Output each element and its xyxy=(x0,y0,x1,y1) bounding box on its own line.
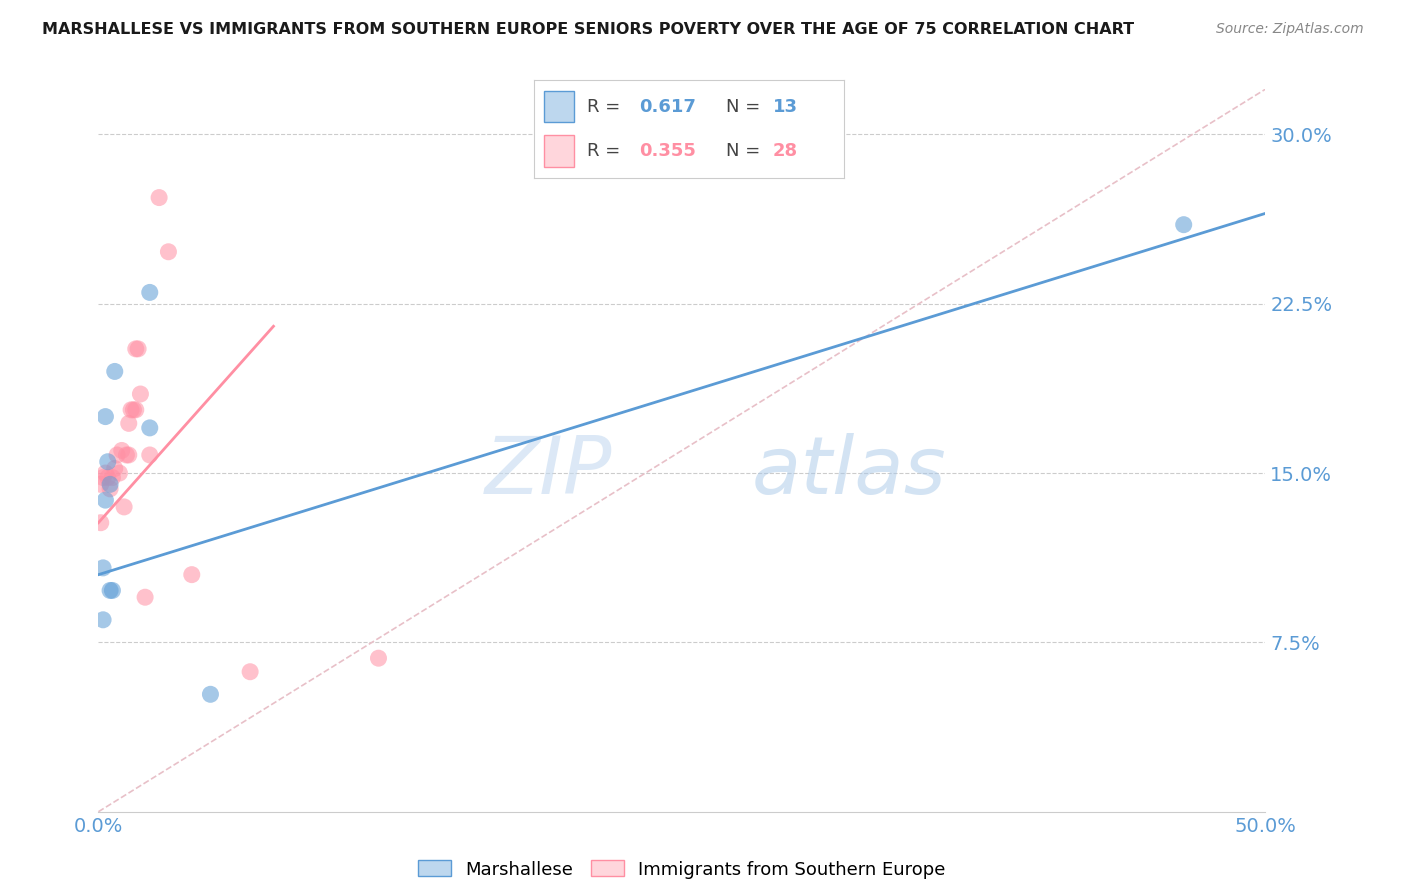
Point xyxy=(139,421,162,435)
Point xyxy=(115,448,138,462)
Point xyxy=(139,448,162,462)
Point xyxy=(104,364,127,378)
Text: ZIP: ZIP xyxy=(485,434,612,511)
Point xyxy=(101,583,124,598)
Text: R =: R = xyxy=(586,142,620,160)
Point xyxy=(118,448,141,462)
Point xyxy=(139,285,162,300)
Point xyxy=(180,567,202,582)
Point xyxy=(90,516,112,530)
FancyBboxPatch shape xyxy=(544,136,575,167)
Point xyxy=(97,455,120,469)
Point xyxy=(1173,218,1195,232)
Point xyxy=(148,190,170,204)
Point xyxy=(129,387,152,401)
Point xyxy=(91,470,114,484)
Text: R =: R = xyxy=(586,98,620,116)
Point xyxy=(90,477,112,491)
Text: 0.355: 0.355 xyxy=(640,142,696,160)
Point xyxy=(104,461,127,475)
Text: 28: 28 xyxy=(772,142,797,160)
Text: N =: N = xyxy=(725,98,761,116)
Point xyxy=(122,402,145,417)
Point xyxy=(120,402,142,417)
Point xyxy=(98,583,121,598)
Point xyxy=(101,470,124,484)
Point xyxy=(91,561,114,575)
Point xyxy=(134,591,156,605)
Point xyxy=(118,417,141,431)
Point xyxy=(125,402,148,417)
Point xyxy=(98,482,121,496)
Text: N =: N = xyxy=(725,142,761,160)
Point xyxy=(98,477,121,491)
Text: 0.617: 0.617 xyxy=(640,98,696,116)
Point xyxy=(127,342,149,356)
Point xyxy=(200,687,222,701)
Point xyxy=(367,651,389,665)
Point xyxy=(91,613,114,627)
Point xyxy=(94,466,117,480)
Point xyxy=(111,443,134,458)
Point xyxy=(239,665,262,679)
Point xyxy=(112,500,135,514)
Point xyxy=(97,470,120,484)
FancyBboxPatch shape xyxy=(544,91,575,122)
Legend: Marshallese, Immigrants from Southern Europe: Marshallese, Immigrants from Southern Eu… xyxy=(411,853,953,886)
Point xyxy=(125,342,148,356)
Text: MARSHALLESE VS IMMIGRANTS FROM SOUTHERN EUROPE SENIORS POVERTY OVER THE AGE OF 7: MARSHALLESE VS IMMIGRANTS FROM SOUTHERN … xyxy=(42,22,1135,37)
Point xyxy=(105,448,128,462)
Text: 13: 13 xyxy=(772,98,797,116)
Text: Source: ZipAtlas.com: Source: ZipAtlas.com xyxy=(1216,22,1364,37)
Point xyxy=(94,409,117,424)
Point xyxy=(157,244,180,259)
Text: atlas: atlas xyxy=(752,434,946,511)
Point xyxy=(94,493,117,508)
Point xyxy=(108,466,131,480)
